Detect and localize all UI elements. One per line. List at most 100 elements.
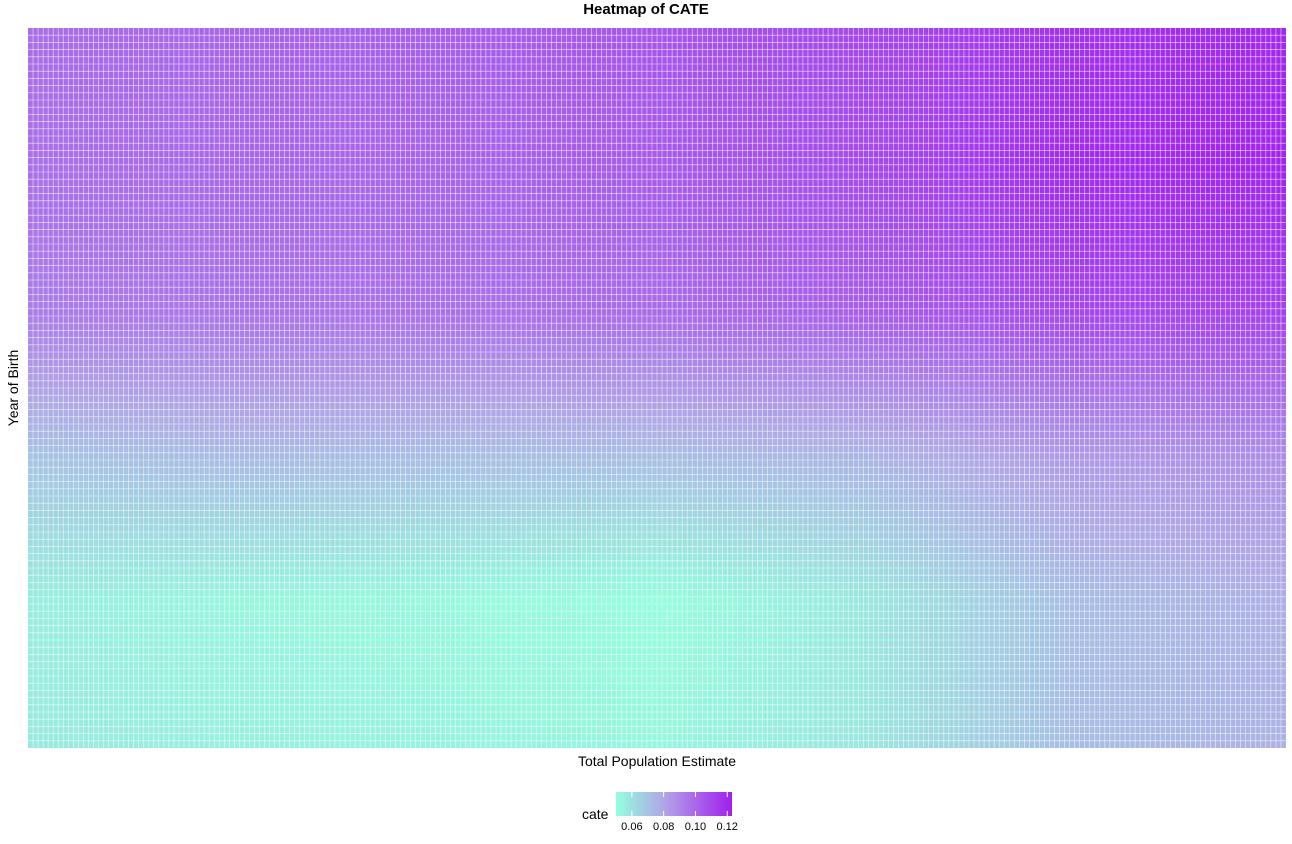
heatmap-tile bbox=[913, 128, 919, 136]
heatmap-tile bbox=[1225, 64, 1231, 72]
heatmap-tile bbox=[58, 136, 64, 144]
heatmap-tile bbox=[1064, 114, 1070, 122]
heatmap-tile bbox=[1049, 71, 1055, 79]
heatmap-tile bbox=[1069, 121, 1075, 129]
heatmap-tile bbox=[43, 143, 49, 151]
heatmap-tile bbox=[1039, 128, 1045, 136]
heatmap-tile bbox=[1059, 121, 1065, 129]
heatmap-tile bbox=[1155, 128, 1161, 136]
heatmap-tile bbox=[621, 49, 627, 57]
heatmap-tile bbox=[979, 49, 985, 57]
heatmap-tile bbox=[1175, 114, 1181, 122]
heatmap-tile bbox=[1230, 56, 1236, 64]
heatmap-tile bbox=[928, 56, 934, 64]
heatmap-tile bbox=[636, 128, 642, 136]
heatmap-tile bbox=[1245, 85, 1251, 93]
heatmap-tile bbox=[1225, 136, 1231, 144]
heatmap-tile bbox=[78, 64, 84, 72]
heatmap-tile bbox=[536, 56, 542, 64]
heatmap-tile bbox=[314, 78, 320, 86]
heatmap-tile bbox=[1039, 85, 1045, 93]
heatmap-tile bbox=[83, 128, 89, 136]
heatmap-tile bbox=[586, 157, 592, 165]
heatmap-tile bbox=[289, 49, 295, 57]
heatmap-tile bbox=[657, 92, 663, 100]
heatmap-tile bbox=[933, 150, 939, 158]
heatmap-tile bbox=[767, 56, 773, 64]
heatmap-tile bbox=[435, 128, 441, 136]
heatmap-tile bbox=[631, 35, 637, 43]
heatmap-tile bbox=[460, 150, 466, 158]
heatmap-tile bbox=[183, 164, 190, 172]
heatmap-tile bbox=[178, 49, 184, 57]
heatmap-tile bbox=[838, 28, 844, 36]
heatmap-tile bbox=[591, 114, 597, 122]
heatmap-tile bbox=[999, 128, 1005, 136]
heatmap-tile bbox=[878, 157, 884, 165]
heatmap-tile bbox=[445, 49, 451, 57]
heatmap-tile bbox=[334, 107, 340, 115]
heatmap-tile bbox=[591, 35, 597, 43]
heatmap-tile bbox=[1024, 42, 1030, 50]
heatmap-tile bbox=[1059, 71, 1065, 79]
heatmap-tile bbox=[1250, 56, 1256, 64]
heatmap-tile bbox=[244, 49, 250, 57]
heatmap-tile bbox=[289, 28, 295, 36]
heatmap-tile bbox=[989, 114, 995, 122]
heatmap-tile bbox=[742, 136, 748, 144]
heatmap-tile bbox=[1104, 157, 1110, 165]
heatmap-tile bbox=[304, 164, 310, 172]
heatmap-tile bbox=[697, 136, 703, 144]
heatmap-tile bbox=[1009, 164, 1015, 172]
heatmap-tile bbox=[415, 100, 421, 108]
heatmap-tile bbox=[410, 157, 416, 165]
heatmap-tile bbox=[616, 164, 622, 172]
heatmap-tile bbox=[304, 35, 310, 43]
heatmap-tile bbox=[370, 107, 376, 115]
heatmap-tile bbox=[843, 64, 849, 72]
heatmap-tile bbox=[521, 64, 527, 72]
heatmap-tile bbox=[1109, 64, 1115, 72]
heatmap-tile bbox=[495, 143, 502, 151]
heatmap-tile bbox=[183, 114, 190, 122]
heatmap-tile bbox=[73, 164, 79, 172]
heatmap-tile bbox=[913, 85, 919, 93]
heatmap-tile bbox=[1099, 107, 1105, 115]
heatmap-tile bbox=[38, 114, 44, 122]
heatmap-tile bbox=[762, 164, 768, 172]
heatmap-tile bbox=[314, 136, 320, 144]
heatmap-tile bbox=[259, 85, 265, 93]
heatmap-tile bbox=[677, 157, 683, 165]
heatmap-tile bbox=[1260, 114, 1266, 122]
heatmap-tile bbox=[1215, 150, 1221, 158]
heatmap-tile bbox=[395, 42, 401, 50]
heatmap-tile bbox=[551, 64, 557, 72]
heatmap-tile bbox=[219, 71, 225, 79]
heatmap-tile bbox=[123, 114, 129, 122]
heatmap-tile bbox=[787, 92, 793, 100]
heatmap-tile bbox=[651, 143, 657, 151]
heatmap-tile bbox=[1084, 128, 1090, 136]
heatmap-tile bbox=[28, 71, 34, 79]
heatmap-tile bbox=[692, 157, 698, 165]
heatmap-tile bbox=[108, 56, 114, 64]
heatmap-tile bbox=[178, 114, 184, 122]
heatmap-tile bbox=[631, 136, 637, 144]
heatmap-tile bbox=[173, 42, 179, 50]
heatmap-tile bbox=[199, 121, 205, 129]
heatmap-tile bbox=[199, 64, 205, 72]
heatmap-tile bbox=[863, 114, 869, 122]
heatmap-tile bbox=[370, 150, 376, 158]
heatmap-tile bbox=[918, 92, 924, 100]
heatmap-tile bbox=[1024, 150, 1030, 158]
heatmap-tile bbox=[259, 164, 265, 172]
heatmap-tile bbox=[657, 121, 663, 129]
heatmap-tile bbox=[440, 28, 446, 36]
heatmap-tile bbox=[999, 143, 1005, 151]
heatmap-tile bbox=[1099, 150, 1105, 158]
heatmap-tile bbox=[1145, 64, 1151, 72]
heatmap-tile bbox=[843, 143, 849, 151]
heatmap-tile bbox=[1069, 42, 1075, 50]
heatmap-tile bbox=[1074, 150, 1080, 158]
heatmap-tile bbox=[430, 164, 436, 172]
